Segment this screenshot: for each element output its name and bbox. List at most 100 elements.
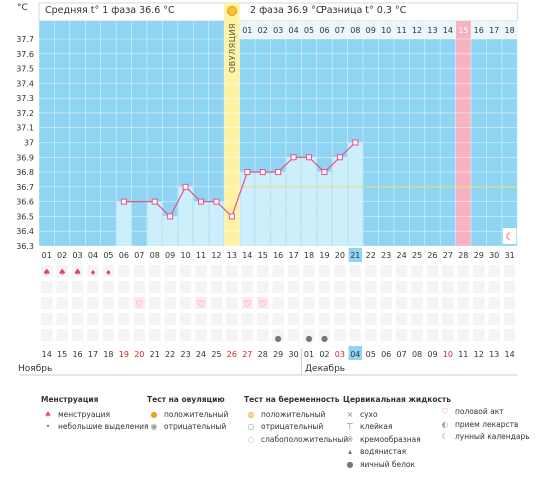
phase2-average: 2 фаза 36.9 °C bbox=[250, 5, 323, 16]
symptom-cell bbox=[164, 297, 176, 309]
cycle-day-label: 13 bbox=[227, 251, 237, 260]
calendar-date-label: 30 bbox=[289, 350, 299, 359]
symptom-cell bbox=[56, 313, 68, 325]
symptom-cell bbox=[349, 281, 362, 293]
symptom-cell bbox=[488, 281, 500, 293]
symptom-cell bbox=[118, 313, 130, 325]
y-tick-label: 36.6 bbox=[16, 198, 34, 207]
symptom-cell bbox=[318, 297, 331, 309]
calendar-date-label: 09 bbox=[427, 350, 437, 359]
symptom-cell bbox=[257, 265, 269, 277]
calendar-date-label: 14 bbox=[42, 350, 52, 359]
symptom-cell bbox=[56, 329, 68, 341]
symptom-cell bbox=[102, 329, 115, 341]
top-day-label: 09 bbox=[366, 26, 376, 35]
legend-item: слабоположительный bbox=[261, 434, 349, 444]
symptom-cell bbox=[442, 329, 454, 341]
symptom-cell bbox=[411, 297, 423, 309]
symptom-cell bbox=[365, 265, 377, 277]
symptom-cell bbox=[195, 281, 207, 293]
symptom-cell bbox=[41, 329, 53, 341]
calendar-date-label: 12 bbox=[474, 350, 484, 359]
symptom-cell bbox=[87, 329, 99, 341]
top-day-label: 11 bbox=[397, 26, 407, 35]
symptom-cell bbox=[118, 265, 130, 277]
pill-icon: ◐ bbox=[441, 419, 449, 429]
symptom-cell bbox=[334, 313, 346, 325]
top-day-label: 13 bbox=[427, 26, 437, 35]
top-day-label: 02 bbox=[258, 26, 268, 35]
symptom-cell bbox=[380, 281, 392, 293]
calendar-date-label: 24 bbox=[196, 350, 206, 359]
symptom-cell bbox=[411, 313, 423, 325]
symptom-cell bbox=[503, 329, 516, 341]
top-day-label: 03 bbox=[273, 26, 283, 35]
temperature-point bbox=[352, 139, 359, 146]
symptom-cell bbox=[102, 297, 115, 309]
cycle-day-label: 17 bbox=[289, 251, 299, 260]
calendar-date-label: 25 bbox=[211, 350, 221, 359]
symptom-cell bbox=[442, 297, 454, 309]
symptom-cell bbox=[349, 329, 362, 341]
sun-positive-icon: ● bbox=[150, 409, 158, 419]
symptom-cell bbox=[442, 313, 454, 325]
symptom-cell bbox=[473, 265, 485, 277]
symptom-cell bbox=[133, 313, 146, 325]
cycle-day-label: 29 bbox=[474, 251, 484, 260]
symptom-cell bbox=[303, 313, 315, 325]
temperature-point bbox=[275, 169, 282, 176]
sticky-icon: ⊤ bbox=[346, 422, 354, 431]
symptom-cell bbox=[334, 265, 346, 277]
temperature-bar bbox=[116, 201, 131, 246]
calendar-date-label: 28 bbox=[258, 350, 268, 359]
symptom-cell bbox=[426, 265, 439, 277]
egg-white-icon: ● bbox=[275, 334, 282, 343]
symptom-cell bbox=[102, 313, 115, 325]
y-tick-label: 36.7 bbox=[16, 183, 34, 192]
symptom-cell bbox=[287, 329, 300, 341]
cycle-day-label: 12 bbox=[211, 251, 221, 260]
symptom-cell bbox=[334, 329, 346, 341]
creamy-icon: ※ bbox=[346, 434, 354, 444]
symptom-cell bbox=[179, 297, 192, 309]
symptom-cell bbox=[210, 313, 223, 325]
calendar-date-label: 02 bbox=[319, 350, 329, 359]
legend-title: Тест на беременность bbox=[244, 395, 340, 404]
symptom-cell bbox=[71, 265, 84, 277]
calendar-date-label: 17 bbox=[88, 350, 98, 359]
ovulation-column bbox=[224, 3, 240, 246]
temperature-bar bbox=[286, 157, 301, 246]
symptom-cell bbox=[149, 281, 161, 293]
cycle-day-label: 22 bbox=[366, 251, 376, 260]
legend-title: Цервикальная жидкость bbox=[343, 395, 452, 404]
temperature-bar bbox=[301, 157, 317, 246]
moon-icon: ☾ bbox=[441, 432, 449, 441]
y-tick-label: 36.3 bbox=[16, 242, 34, 251]
temperature-bar bbox=[193, 201, 209, 246]
calendar-date-label: 19 bbox=[119, 350, 129, 359]
cycle-day-label: 10 bbox=[180, 251, 190, 260]
cycle-day-label: 16 bbox=[273, 251, 283, 260]
legend-item: небольшие выделения bbox=[58, 422, 149, 431]
calendar-date-label: 21 bbox=[150, 350, 160, 359]
temperature-point bbox=[259, 169, 266, 176]
symptom-cell bbox=[149, 313, 161, 325]
symptom-cell bbox=[473, 313, 485, 325]
today-cell bbox=[348, 346, 363, 360]
symptom-cell bbox=[179, 329, 192, 341]
legend-item: положительный bbox=[261, 409, 326, 419]
symptom-cell bbox=[287, 313, 300, 325]
temperature-point bbox=[167, 213, 174, 220]
legend-item: менструация bbox=[58, 409, 110, 419]
top-day-label: 12 bbox=[412, 26, 422, 35]
symptom-cell bbox=[164, 281, 176, 293]
y-tick-label: 37.6 bbox=[16, 50, 34, 59]
temperature-point bbox=[198, 198, 205, 205]
cycle-day-label: 26 bbox=[427, 251, 437, 260]
temperature-bar bbox=[332, 157, 347, 246]
symptom-cell bbox=[334, 281, 346, 293]
symptom-cell bbox=[503, 297, 516, 309]
heart-cell bbox=[133, 297, 146, 309]
symptom-cell bbox=[195, 265, 207, 277]
symptom-cell bbox=[257, 313, 269, 325]
